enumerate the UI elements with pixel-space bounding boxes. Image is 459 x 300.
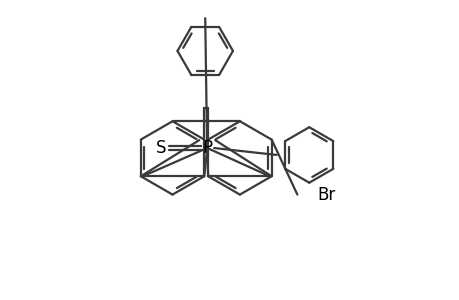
Text: Br: Br xyxy=(317,186,335,204)
Text: P: P xyxy=(202,139,212,157)
Text: S: S xyxy=(155,139,166,157)
